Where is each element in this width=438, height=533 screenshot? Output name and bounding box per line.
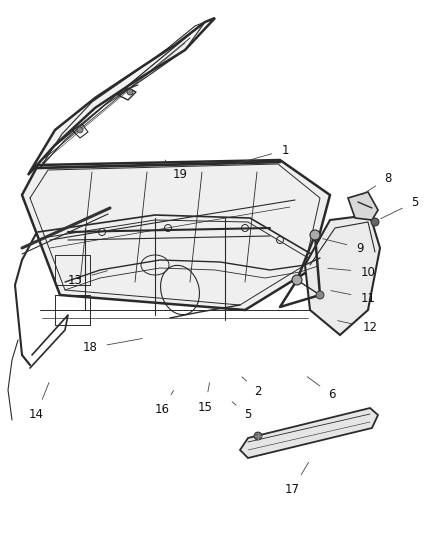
Circle shape [291,275,301,285]
Polygon shape [240,408,377,458]
Circle shape [370,218,378,226]
Circle shape [315,291,323,299]
Text: 6: 6 [307,377,335,401]
Text: 1: 1 [234,143,288,164]
Text: 2: 2 [241,377,261,399]
Text: 17: 17 [284,463,308,497]
Polygon shape [347,192,377,220]
Text: 9: 9 [322,239,363,254]
Circle shape [127,89,133,95]
Text: 13: 13 [67,271,107,287]
Text: 16: 16 [154,390,173,416]
Circle shape [254,432,261,440]
Text: 12: 12 [337,321,377,335]
Text: 15: 15 [197,383,212,415]
Text: 14: 14 [28,383,49,422]
Text: 18: 18 [82,338,142,354]
Text: 10: 10 [327,265,374,279]
Polygon shape [22,160,329,310]
Polygon shape [304,215,379,335]
Polygon shape [28,18,215,175]
Text: 19: 19 [165,160,187,182]
Text: 5: 5 [232,402,251,422]
Text: 8: 8 [361,172,391,195]
Text: 11: 11 [330,290,374,304]
Circle shape [77,127,83,133]
Circle shape [309,230,319,240]
Text: 5: 5 [380,196,418,219]
